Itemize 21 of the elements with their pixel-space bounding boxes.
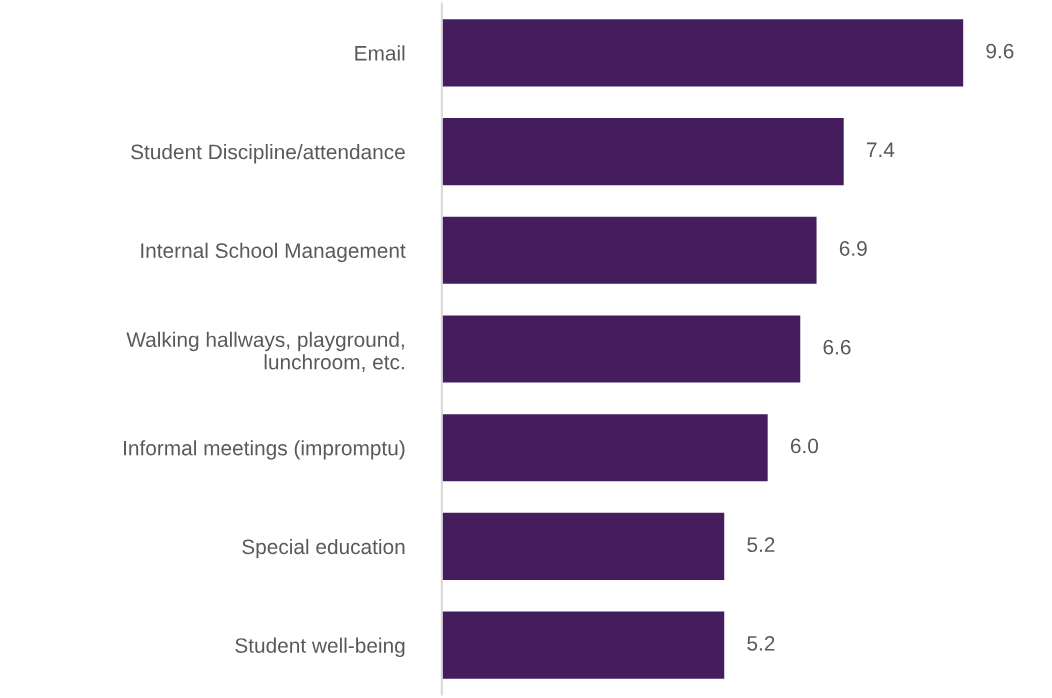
y-tick-label: Student well-being	[235, 637, 405, 658]
y-tick-label: Walking hallways, playground, lunchroom, etc.	[126, 331, 404, 372]
y-tick-label: Special education	[242, 538, 405, 559]
bar	[441, 414, 768, 482]
bar	[441, 611, 725, 679]
bar	[441, 512, 725, 580]
data-label: 9.6	[986, 43, 1014, 59]
data-label: 5.2	[747, 537, 775, 553]
data-label: 6.6	[823, 339, 851, 355]
y-tick-label: Email	[355, 45, 405, 61]
bar	[441, 19, 964, 87]
bar	[441, 216, 817, 284]
bar	[441, 315, 801, 383]
bar	[441, 118, 844, 186]
y-tick-label: Informal meetings (impromptu)	[124, 440, 405, 460]
data-label: 5.2	[747, 635, 775, 651]
y-tick-label: Student Discipline/attendance	[131, 144, 405, 164]
data-label: 6.0	[790, 438, 819, 454]
data-label: 6.9	[839, 241, 867, 256]
y-tick-label: Internal School Management	[141, 242, 406, 263]
data-label: 7.4	[867, 142, 895, 157]
